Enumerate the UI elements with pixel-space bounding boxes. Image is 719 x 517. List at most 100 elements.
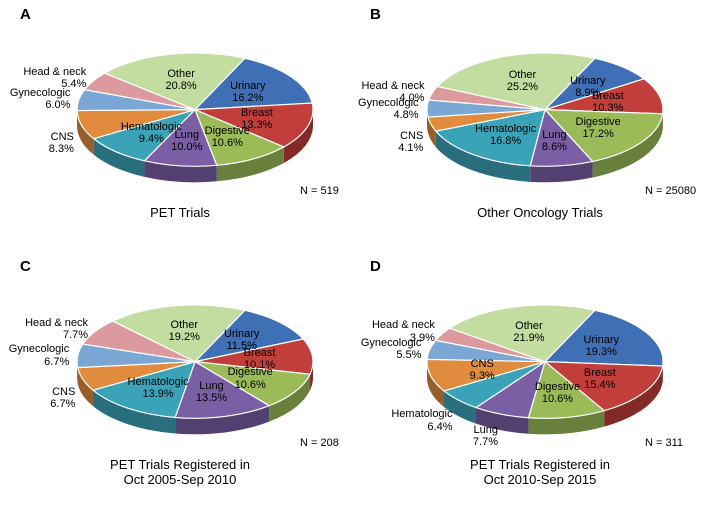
slice-label-pct: 10.6% <box>235 379 266 391</box>
n-count-B: N = 25080 <box>645 185 696 197</box>
slice-label-gynecologic: Gynecologic6.7% <box>9 343 70 367</box>
slice-label-pct: 20.8% <box>166 80 197 92</box>
slice-label-hematologic: Hematologic9.4% <box>121 121 182 145</box>
slice-label-digestive: Digestive10.6% <box>228 366 273 390</box>
slice-label-text: Breast <box>241 107 273 119</box>
slice-label-other: Other25.2% <box>507 69 538 93</box>
slice-label-urinary: Urinary19.3% <box>584 334 619 358</box>
slice-label-breast: Breast15.4% <box>584 367 616 391</box>
slice-label-pct: 4.0% <box>399 92 424 104</box>
caption-line: Oct 2005-Sep 2010 <box>0 472 360 487</box>
slice-label-other: Other19.2% <box>169 319 200 343</box>
slice-label-text: CNS <box>51 131 74 143</box>
slice-label-pct: 7.7% <box>63 329 88 341</box>
slice-label-text: Breast <box>584 367 616 379</box>
slice-label-text: Hematologic <box>475 123 536 135</box>
slice-label-pct: 5.5% <box>396 349 421 361</box>
slice-label-text: Lung <box>474 424 498 436</box>
slice-label-text: Breast <box>592 90 624 102</box>
slice-label-text: Lung <box>542 129 566 141</box>
slice-label-cns: CNS6.7% <box>50 386 75 410</box>
panel-caption-C: PET Trials Registered inOct 2005-Sep 201… <box>0 457 360 487</box>
caption-line: PET Trials <box>0 205 360 220</box>
slice-label-text: Urinary <box>224 328 259 340</box>
panel-caption-A: PET Trials <box>0 205 360 220</box>
slice-label-pct: 25.2% <box>507 81 538 93</box>
n-count-D: N = 311 <box>645 437 683 449</box>
slice-label-pct: 4.1% <box>398 142 423 154</box>
slice-label-hematologic: Hematologic13.9% <box>128 376 189 400</box>
slice-label-urinary: Urinary16.2% <box>230 80 265 104</box>
slice-label-pct: 21.9% <box>513 332 544 344</box>
slice-label-pct: 8.3% <box>49 143 74 155</box>
slice-label-text: Urinary <box>584 334 619 346</box>
pie-D <box>425 303 665 436</box>
slice-label-cns: CNS9.3% <box>470 358 495 382</box>
slice-label-text: Other <box>167 68 195 80</box>
slice-label-breast: Breast10.3% <box>592 90 624 114</box>
caption-line: Other Oncology Trials <box>360 205 719 220</box>
slice-label-head-neck: Head & neck7.7% <box>25 317 88 341</box>
slice-label-pct: 5.4% <box>61 78 86 90</box>
slice-label-pct: 3.9% <box>410 332 435 344</box>
pie-B <box>425 51 665 184</box>
slice-label-gynecologic: Gynecologic6.0% <box>10 87 71 111</box>
slice-label-pct: 6.4% <box>427 421 452 433</box>
slice-label-text: Digestive <box>205 125 250 137</box>
slice-label-lung: Lung8.6% <box>542 129 567 153</box>
slice-label-pct: 16.2% <box>232 92 263 104</box>
slice-label-text: Hematologic <box>391 408 452 420</box>
slice-label-text: Head & neck <box>25 317 88 329</box>
slice-label-text: CNS <box>400 130 423 142</box>
panel-letter-A: A <box>20 6 31 23</box>
panel-letter-B: B <box>370 6 381 23</box>
slice-label-other: Other20.8% <box>166 68 197 92</box>
slice-label-pct: 10.6% <box>212 137 243 149</box>
panel-caption-B: Other Oncology Trials <box>360 205 719 220</box>
slice-label-pct: 19.2% <box>169 331 200 343</box>
slice-label-text: CNS <box>52 386 75 398</box>
slice-label-head-neck: Head & neck3.9% <box>372 319 435 343</box>
slice-label-other: Other21.9% <box>513 320 544 344</box>
slice-label-text: Hematologic <box>128 376 189 388</box>
slice-label-hematologic: Hematologic6.4% <box>391 408 452 432</box>
slice-label-pct: 8.6% <box>542 141 567 153</box>
slice-label-pct: 9.4% <box>139 133 164 145</box>
figure-root: AUrinary16.2%Breast13.3%Digestive10.6%Lu… <box>0 0 719 517</box>
slice-label-text: Breast <box>244 347 276 359</box>
n-count-C: N = 208 <box>300 437 339 449</box>
slice-label-pct: 10.6% <box>542 393 573 405</box>
slice-label-head-neck: Head & neck4.0% <box>361 80 424 104</box>
slice-label-pct: 16.8% <box>490 135 521 147</box>
slice-label-pct: 17.2% <box>583 128 614 140</box>
slice-label-cns: CNS8.3% <box>49 131 74 155</box>
slice-label-text: Urinary <box>230 80 265 92</box>
slice-label-pct: 13.5% <box>196 392 227 404</box>
caption-line: PET Trials Registered in <box>360 457 719 472</box>
slice-label-text: Hematologic <box>121 121 182 133</box>
slice-label-pct: 9.3% <box>470 370 495 382</box>
slice-label-pct: 4.8% <box>393 109 418 121</box>
slice-label-pct: 19.3% <box>586 346 617 358</box>
slice-label-lung: Lung13.5% <box>196 380 227 404</box>
slice-label-pct: 6.7% <box>44 356 69 368</box>
slice-label-pct: 6.0% <box>45 99 70 111</box>
slice-label-hematologic: Hematologic16.8% <box>475 123 536 147</box>
slice-label-text: Other <box>509 69 537 81</box>
slice-label-text: Digestive <box>535 381 580 393</box>
slice-label-pct: 13.9% <box>142 388 173 400</box>
slice-label-text: Other <box>171 319 199 331</box>
panel-letter-D: D <box>370 258 381 275</box>
caption-line: Oct 2010-Sep 2015 <box>360 472 719 487</box>
slice-label-text: Lung <box>199 380 223 392</box>
slice-label-text: Digestive <box>228 366 273 378</box>
slice-label-text: Head & neck <box>361 80 424 92</box>
slice-label-cns: CNS4.1% <box>398 130 423 154</box>
panel-letter-C: C <box>20 258 31 275</box>
slice-label-text: Gynecologic <box>9 343 70 355</box>
slice-label-digestive: Digestive10.6% <box>535 381 580 405</box>
slice-label-pct: 6.7% <box>50 398 75 410</box>
slice-label-head-neck: Head & neck5.4% <box>23 66 86 90</box>
slice-label-digestive: Digestive17.2% <box>576 116 621 140</box>
slice-label-text: Urinary <box>570 75 605 87</box>
